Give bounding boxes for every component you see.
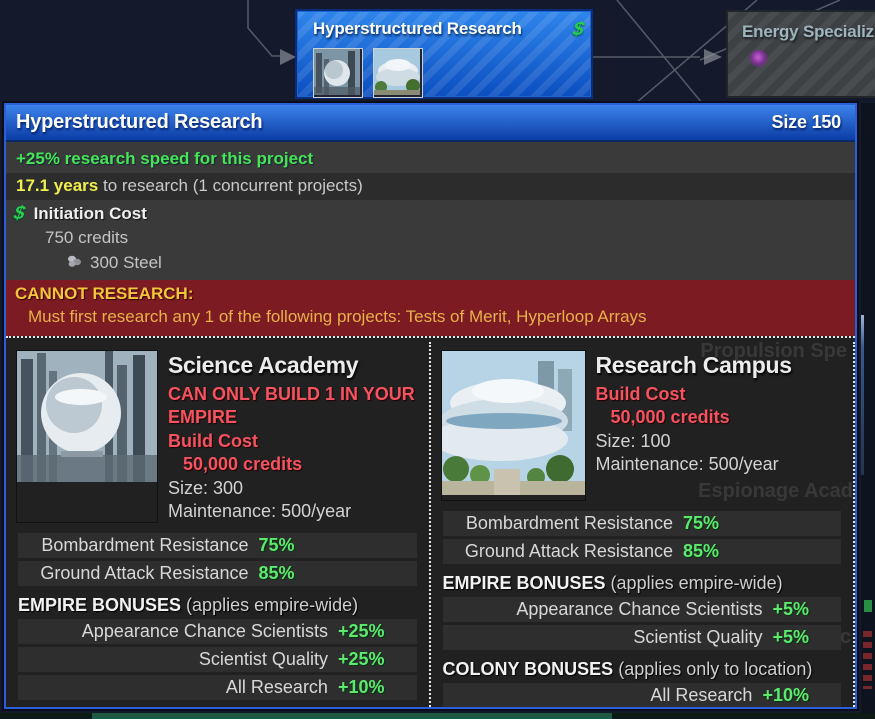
science-academy-thumbnail [313, 48, 363, 98]
building-restriction: CAN ONLY BUILD 1 IN YOUR EMPIRE [168, 384, 415, 428]
stat-label: Appearance Chance Scientists [516, 599, 763, 619]
resistance-row: Bombardment Resistance 75% [442, 511, 841, 536]
building-maintenance: Maintenance: 500/year [168, 500, 352, 521]
stat-label: Bombardment Resistance [465, 513, 673, 533]
initiation-cost-block: $ Initiation Cost 750 credits 300 Steel [6, 200, 855, 280]
background-bottom-edge [0, 713, 875, 719]
background-red-mark [863, 631, 872, 689]
resistance-row: Bombardment Resistance 75% [18, 533, 417, 559]
tech-node-hyperstructured-research[interactable]: Hyperstructured Research $ [295, 9, 593, 99]
stat-value: 75% [682, 513, 719, 533]
stat-label: Scientist Quality [633, 627, 763, 647]
background-panel-edge [861, 103, 875, 719]
stat-label: Ground Attack Resistance [464, 541, 673, 561]
build-cost-value: 50,000 credits [610, 407, 730, 428]
bonus-row: All Research +10% [442, 683, 841, 707]
bonus-row: Appearance Chance Scientists +5% [442, 597, 841, 622]
initiation-cost-label: Initiation Cost [33, 204, 147, 223]
tooltip-header: Hyperstructured Research Size 150 [6, 105, 855, 142]
stat-label: Ground Attack Resistance [40, 563, 249, 584]
build-cost-label: Build Cost [595, 384, 686, 404]
bonus-row: Scientist Quality +5% [442, 625, 841, 650]
building-size: Size: 100 [595, 430, 671, 451]
cannot-research-banner: CANNOT RESEARCH: Must first research any… [6, 280, 855, 336]
stat-value: +5% [772, 627, 809, 647]
initiation-cost-steel: 300 Steel [90, 253, 162, 272]
research-speed-bonus: +25% research speed for this project [16, 149, 314, 168]
stat-value: 75% [258, 535, 295, 556]
stat-label: Scientist Quality [198, 649, 328, 670]
building-maintenance: Maintenance: 500/year [595, 454, 779, 475]
bonus-row: All Research +10% [18, 675, 417, 701]
building-card-science-academy: Science Academy CAN ONLY BUILD 1 IN YOUR… [6, 342, 431, 707]
building-card-research-campus: Research Campus Build Cost 50,000 credit… [431, 342, 855, 707]
tooltip-size-label: Size 150 [771, 112, 842, 132]
stat-value: +5% [772, 599, 809, 619]
background-teal-bar [92, 713, 612, 719]
stat-label: Bombardment Resistance [41, 535, 249, 556]
stat-value: +25% [337, 621, 385, 642]
stat-label: All Research [650, 685, 753, 705]
background-green-mark [864, 600, 872, 612]
stat-value: 85% [258, 563, 295, 584]
unlocked-buildings-section: Propulsion Spe Espionage Acad Foc [6, 336, 855, 707]
research-time-line: 17.1 years to research (1 concurrent pro… [6, 173, 855, 200]
tech-node-title: Energy Specializ [742, 22, 874, 41]
stat-value: +10% [762, 685, 809, 705]
credits-cost-icon: $ [570, 19, 585, 40]
tech-node-title: Hyperstructured Research [313, 19, 522, 38]
stat-value: 85% [682, 541, 719, 561]
research-tooltip-panel: Hyperstructured Research Size 150 +25% r… [2, 101, 859, 711]
initiation-cost-credits: 750 credits [45, 228, 129, 247]
cannot-research-detail: Must first research any 1 of the followi… [28, 307, 647, 326]
background-label-fragment: Espionage Acad [698, 480, 853, 502]
stat-label: Appearance Chance Scientists [81, 621, 328, 642]
tech-node-energy-specialization[interactable]: Energy Specializ [726, 10, 875, 98]
stat-value: +25% [337, 649, 385, 670]
research-time-rest: to research (1 concurrent projects) [98, 176, 363, 195]
cannot-research-title: CANNOT RESEARCH: [15, 284, 194, 303]
building-name: Research Campus [595, 352, 793, 378]
colony-bonuses-header: COLONY BONUSES (applies only to location… [442, 659, 813, 679]
build-cost-value: 50,000 credits [183, 454, 303, 475]
background-scroll-edge [861, 315, 864, 475]
empire-bonuses-header: EMPIRE BONUSES (applies empire-wide) [442, 573, 783, 593]
resistance-row: Ground Attack Resistance 85% [18, 561, 417, 587]
building-size: Size: 300 [168, 477, 244, 498]
empire-bonuses-header: EMPIRE BONUSES (applies empire-wide) [18, 595, 359, 616]
research-campus-image [431, 350, 586, 501]
build-cost-label: Build Cost [168, 430, 258, 451]
steel-resource-icon [67, 253, 82, 273]
resistance-row: Ground Attack Resistance 85% [442, 539, 841, 564]
tooltip-title: Hyperstructured Research [16, 111, 263, 133]
bonus-row: Appearance Chance Scientists +25% [18, 619, 417, 645]
science-academy-image [16, 350, 158, 524]
credits-cost-icon: $ [12, 203, 27, 224]
bonus-row: Scientist Quality +25% [18, 647, 417, 673]
background-label-fragment: Propulsion Spe [700, 340, 847, 362]
stat-label: All Research [225, 677, 328, 698]
stat-value: +10% [337, 677, 385, 698]
building-name: Science Academy [168, 352, 359, 378]
energy-tech-icon [750, 50, 768, 68]
research-time-value: 17.1 years [16, 176, 99, 195]
research-campus-thumbnail [373, 48, 423, 98]
